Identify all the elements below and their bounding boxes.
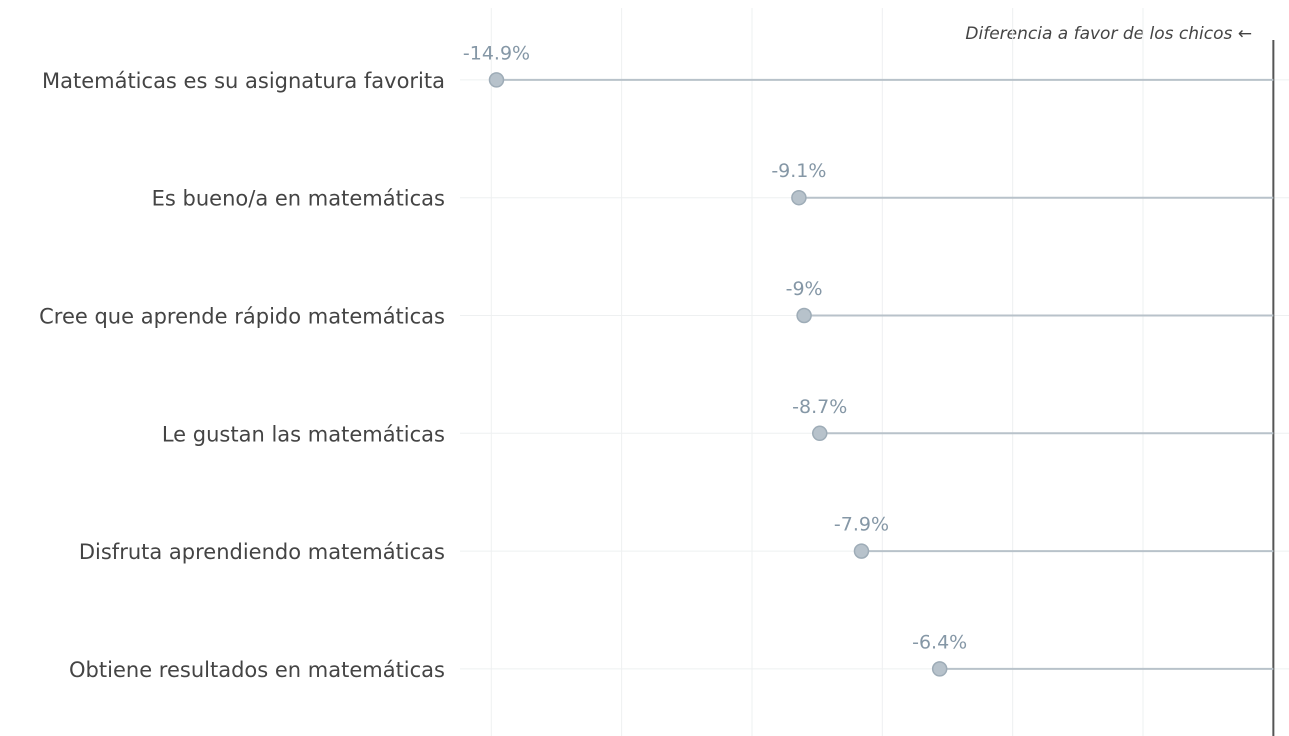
category-label: Es bueno/a en matemáticas [152, 187, 445, 211]
dot [853, 543, 870, 559]
category-label: Le gustan las matemáticas [162, 422, 445, 446]
dot [812, 425, 828, 442]
annotation: Diferencia a favor de los chicos ← [965, 24, 1252, 44]
value-label: -9% [786, 278, 823, 300]
dot [796, 307, 812, 324]
dot [488, 72, 505, 88]
value-label: -8.7% [792, 396, 847, 418]
dot [791, 189, 807, 206]
value-label: -14.9% [463, 42, 530, 64]
value-label: -7.9% [834, 514, 889, 536]
dot [931, 661, 948, 677]
category-label: Disfruta aprendiendo matemáticas [79, 540, 445, 564]
category-label: Matemáticas es su asignatura favorita [42, 69, 445, 93]
value-label: -9.1% [771, 160, 826, 182]
category-label: Obtiene resultados en matemáticas [69, 658, 445, 682]
category-label: Cree que aprende rápido matemáticas [39, 305, 445, 329]
value-label: -6.4% [912, 631, 967, 653]
